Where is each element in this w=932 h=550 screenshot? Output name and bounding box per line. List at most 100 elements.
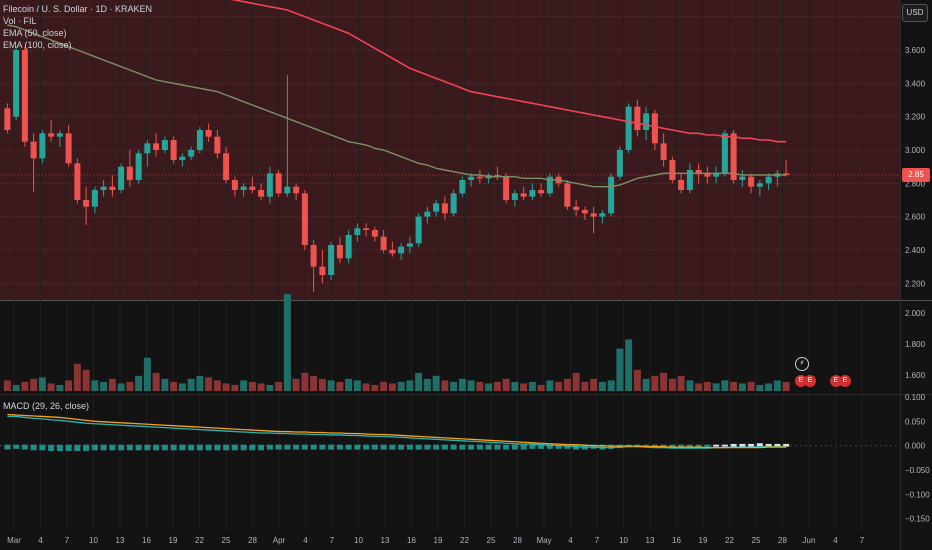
volume-bar — [336, 381, 344, 391]
volume-bar — [668, 378, 676, 391]
candle-body — [380, 236, 387, 250]
volume-bar — [21, 381, 29, 391]
macd-histogram-bar — [83, 444, 90, 452]
time-tick-label: 22 — [725, 536, 734, 545]
macd-histogram-bar — [126, 444, 133, 451]
currency-button[interactable]: USD — [902, 4, 928, 22]
candle-body — [721, 133, 728, 174]
volume-bar — [765, 383, 773, 391]
volume-bar — [65, 380, 73, 391]
volume-bar — [485, 383, 493, 391]
candle-body — [389, 250, 396, 254]
price-tick-label: 2.200 — [905, 279, 926, 288]
volume-bar — [633, 369, 641, 391]
volume-bar — [660, 372, 668, 391]
candle-body — [511, 193, 518, 200]
volume-bar — [388, 383, 396, 391]
time-tick-label: Jun — [803, 536, 816, 545]
candle-body — [520, 193, 527, 197]
volume-bar — [257, 383, 265, 391]
candle-body — [450, 193, 457, 214]
candle-body — [546, 176, 553, 194]
volume-bar — [528, 381, 536, 391]
macd-histogram-bar — [30, 444, 37, 451]
volume-bar — [537, 384, 545, 391]
macd-histogram-bar — [301, 444, 308, 450]
candle-body — [476, 176, 483, 179]
candle-body — [608, 176, 615, 214]
macd-histogram-bar — [39, 444, 46, 451]
candle-body — [39, 133, 46, 159]
chart-title: Filecoin / U. S. Dollar · 1D · KRAKEN — [3, 4, 153, 14]
volume-bar — [353, 380, 361, 391]
volume-bar — [152, 372, 160, 391]
volume-bar — [651, 375, 659, 391]
volume-tick-label: 1.600 — [905, 371, 926, 380]
macd-histogram-bar — [363, 444, 370, 450]
volume-bar — [572, 372, 580, 391]
volume-bar — [117, 383, 125, 391]
candle-body — [144, 143, 151, 154]
time-tick-label: 4 — [303, 536, 308, 545]
volume-bar — [47, 383, 55, 391]
candle-body — [205, 130, 212, 137]
volume-bar — [730, 381, 738, 391]
volume-bar — [520, 383, 528, 391]
candle-body — [371, 230, 378, 237]
candle-body — [713, 173, 720, 177]
volume-bar — [222, 383, 230, 391]
volume-bar — [362, 383, 370, 391]
candle-body — [153, 143, 160, 150]
candle-body — [328, 245, 335, 275]
candle-body — [293, 186, 300, 194]
volume-bar — [248, 381, 256, 391]
volume-bar — [240, 380, 248, 391]
time-tick-label: 13 — [381, 536, 390, 545]
candle-body — [494, 175, 501, 177]
volume-bar — [441, 380, 449, 391]
macd-tick-label: −0.100 — [905, 490, 930, 499]
candle-body — [336, 245, 343, 259]
time-tick-label: 19 — [434, 536, 443, 545]
macd-line — [7, 415, 787, 449]
macd-histogram-bar — [704, 444, 711, 448]
volume-bar — [493, 381, 501, 391]
candle-body — [179, 156, 186, 160]
volume-bar — [108, 378, 116, 391]
candle-body — [433, 203, 440, 212]
event-marker-icon[interactable]: E — [804, 375, 816, 387]
time-tick-label: 10 — [354, 536, 363, 545]
candle-body — [415, 216, 422, 244]
ema100-line — [230, 0, 787, 143]
candle-body — [704, 173, 711, 177]
candle-body — [258, 190, 265, 197]
time-tick-label: Apr — [273, 536, 286, 545]
candle-body — [135, 153, 142, 180]
time-tick-label: May — [536, 536, 551, 545]
volume-bar — [642, 378, 650, 391]
volume-bar — [598, 381, 606, 391]
volume-bar — [56, 384, 64, 391]
candle-body — [634, 106, 641, 130]
volume-bar — [30, 378, 38, 391]
time-tick-label: 13 — [116, 536, 125, 545]
lightning-icon[interactable]: ⚡ — [795, 357, 809, 371]
macd-histogram-bar — [529, 444, 536, 449]
time-tick-label: 16 — [407, 536, 416, 545]
macd-histogram-bar — [538, 444, 545, 449]
candle-body — [756, 183, 763, 187]
macd-histogram-bar — [555, 444, 562, 449]
candle-body — [196, 130, 203, 150]
price-tick-label: 3.600 — [905, 46, 926, 55]
macd-histogram-bar — [293, 444, 300, 450]
macd-histogram-bar — [748, 443, 755, 447]
volume-bar — [511, 381, 519, 391]
macd-histogram-bar — [669, 444, 676, 449]
macd-histogram-bar — [511, 444, 518, 450]
macd-tick-label: 0.000 — [905, 442, 926, 451]
event-marker-icon[interactable]: E — [839, 375, 851, 387]
candle-body — [695, 170, 702, 174]
macd-tick-label: −0.150 — [905, 515, 930, 524]
time-tick-label: 4 — [568, 536, 573, 545]
